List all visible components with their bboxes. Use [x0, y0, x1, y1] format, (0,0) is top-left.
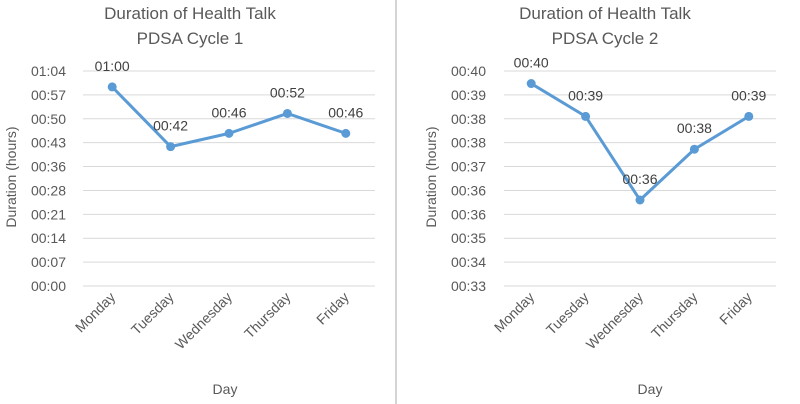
x-axis-title: Day	[213, 381, 238, 397]
y-tick-label: 00:34	[451, 254, 486, 270]
y-tick-label: 00:00	[31, 278, 66, 294]
y-tick-label: 00:38	[451, 111, 486, 127]
chart-title: Duration of Health Talk	[104, 4, 276, 23]
y-tick-label: 00:36	[31, 159, 66, 175]
data-label: 00:38	[677, 120, 712, 136]
y-tick-label: 00:43	[31, 135, 66, 151]
x-tick-label: Tuesday	[128, 289, 177, 338]
data-point	[282, 108, 292, 118]
x-tick-label: Thursday	[648, 289, 701, 342]
chart-title: Duration of Health Talk	[519, 4, 691, 23]
data-label: 00:39	[731, 87, 766, 103]
x-tick-label: Friday	[716, 289, 755, 328]
y-tick-label: 00:38	[451, 135, 486, 151]
chart-subtitle: PDSA Cycle 2	[552, 29, 659, 48]
data-label: 01:00	[95, 58, 130, 74]
y-tick-label: 00:33	[451, 278, 486, 294]
data-label: 00:42	[153, 118, 188, 134]
chart-cycle-2-svg: Duration of Health Talk PDSA Cycle 2 Day…	[423, 4, 776, 397]
plot-area: 00:33 00:34 00:35 00:36 00:36 00:37 00:38 00:38…	[451, 55, 776, 352]
x-tick-label: Wednesday	[583, 289, 646, 352]
y-tick-label: 00:36	[451, 206, 486, 222]
chart-cycle-1-svg: Duration of Health Talk PDSA Cycle 1 Day…	[3, 4, 375, 397]
chart-subtitle: PDSA Cycle 1	[137, 29, 244, 48]
chart-cycle-2: Duration of Health Talk PDSA Cycle 2 Day…	[400, 0, 795, 404]
y-tick-label: 00:28	[31, 182, 66, 198]
chart-cycle-1: Duration of Health Talk PDSA Cycle 1 Day…	[0, 0, 395, 404]
y-tick-label: 00:35	[451, 230, 486, 246]
x-tick-label: Friday	[313, 289, 352, 328]
y-tick-label: 00:36	[451, 182, 486, 198]
y-tick-label: 00:07	[31, 254, 66, 270]
x-tick-label: Tuesday	[543, 289, 592, 338]
y-tick-label: 00:50	[31, 111, 66, 127]
data-point	[689, 144, 699, 154]
y-tick-label: 01:04	[31, 63, 66, 79]
data-point	[526, 79, 536, 89]
data-point	[107, 82, 117, 92]
data-label: 00:39	[568, 87, 603, 103]
data-point	[166, 142, 176, 152]
y-axis-title: Duration (hours)	[3, 126, 19, 227]
data-point	[635, 195, 645, 205]
panel-divider	[395, 0, 397, 404]
data-point	[581, 111, 591, 121]
y-axis-title: Duration (hours)	[423, 126, 439, 227]
data-label: 00:46	[328, 104, 363, 120]
x-tick-label: Monday	[72, 289, 119, 336]
x-tick-label: Thursday	[241, 289, 294, 342]
x-tick-label: Wednesday	[172, 289, 235, 352]
y-tick-label: 00:37	[451, 159, 486, 175]
data-point	[744, 111, 754, 121]
data-point	[341, 128, 351, 138]
y-tick-label: 00:40	[451, 63, 486, 79]
x-tick-label: Monday	[491, 289, 538, 336]
data-label: 00:52	[270, 84, 305, 100]
data-label: 00:46	[211, 104, 246, 120]
y-tick-label: 00:21	[31, 206, 66, 222]
data-point	[224, 128, 234, 138]
y-tick-label: 00:57	[31, 87, 66, 103]
y-tick-label: 00:39	[451, 87, 486, 103]
data-label: 00:40	[514, 55, 549, 71]
plot-area: 00:00 00:07 00:14 00:21 00:28 00:36 00:43 00:50…	[31, 58, 375, 352]
y-tick-label: 00:14	[31, 230, 66, 246]
x-axis-title: Day	[638, 381, 663, 397]
data-label: 00:36	[622, 171, 657, 187]
